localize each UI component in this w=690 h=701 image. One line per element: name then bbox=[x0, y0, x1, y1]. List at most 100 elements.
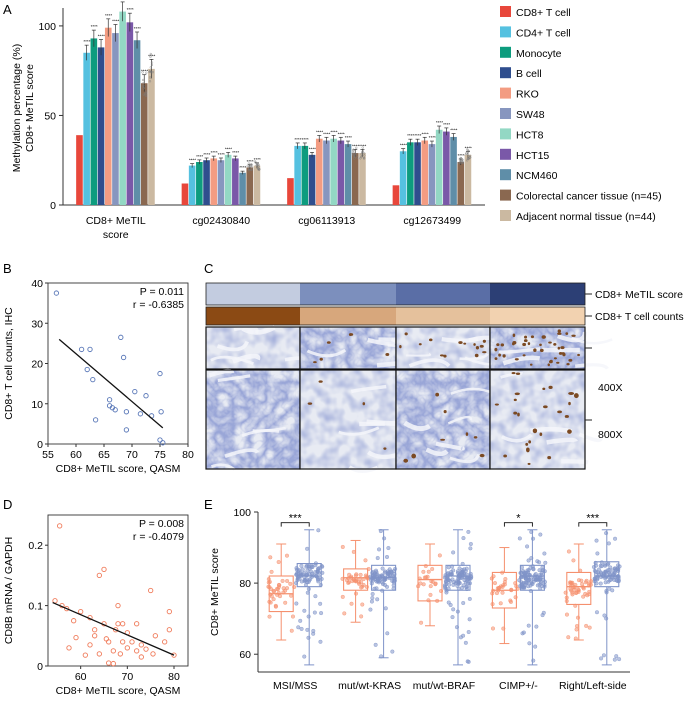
sample-point bbox=[460, 159, 463, 162]
lumen-stroke bbox=[459, 352, 489, 361]
sample-point bbox=[148, 76, 152, 79]
cd8-positive-cell bbox=[543, 405, 548, 409]
box-point bbox=[294, 571, 299, 576]
box-point bbox=[369, 599, 374, 604]
box-point bbox=[391, 573, 396, 578]
magnification-400x: 400X bbox=[598, 382, 623, 394]
box-point bbox=[390, 649, 395, 654]
sample-point bbox=[458, 159, 462, 163]
cd8-positive-cell bbox=[556, 361, 560, 364]
box-point bbox=[599, 560, 604, 565]
box-point bbox=[528, 583, 533, 588]
box-point bbox=[450, 615, 455, 620]
data-point bbox=[106, 660, 112, 666]
panel-label-a: A bbox=[3, 2, 12, 17]
lumen-stroke bbox=[306, 348, 347, 358]
cd8-positive-cell bbox=[511, 372, 516, 375]
bar-colorectal-cancer-tissue-n-45- bbox=[351, 153, 359, 205]
box-point bbox=[455, 609, 460, 614]
bar-rko bbox=[315, 138, 323, 205]
heatmap-cd8-metil-score bbox=[205, 282, 592, 306]
box-point bbox=[364, 584, 369, 589]
box-point bbox=[452, 580, 457, 585]
cd8-positive-cell bbox=[479, 453, 485, 458]
box-point bbox=[380, 588, 385, 593]
box-point bbox=[382, 578, 387, 583]
box-point bbox=[513, 595, 518, 600]
row-label-t-cell-counts: CD8+ T cell counts bbox=[595, 311, 684, 323]
legend-label: NCM460 bbox=[516, 170, 558, 182]
box-point bbox=[269, 594, 274, 599]
box-point bbox=[466, 529, 471, 534]
significance-marker: **** bbox=[127, 7, 134, 12]
heat-cell-score bbox=[396, 283, 490, 305]
cd8-positive-cell bbox=[568, 358, 573, 362]
box-point bbox=[604, 590, 609, 595]
box-point bbox=[589, 579, 594, 584]
significance-marker: **** bbox=[148, 53, 155, 58]
significance-marker: **** bbox=[246, 159, 253, 164]
box-point bbox=[377, 547, 382, 552]
box-point bbox=[387, 567, 392, 572]
box-point bbox=[459, 570, 464, 575]
box-point bbox=[564, 612, 569, 617]
data-point bbox=[92, 417, 99, 423]
data-point bbox=[152, 633, 158, 639]
x-category-label: score bbox=[103, 229, 129, 241]
significance-marker: **** bbox=[189, 158, 196, 163]
bar-cd4-t-cell bbox=[188, 165, 196, 205]
cd8-positive-cell bbox=[435, 392, 440, 397]
box-point bbox=[599, 564, 604, 569]
box-point bbox=[382, 570, 387, 575]
data-point bbox=[57, 523, 63, 529]
box-point bbox=[532, 573, 537, 578]
box-point bbox=[460, 561, 465, 566]
box-point bbox=[585, 593, 590, 598]
box-point bbox=[490, 602, 495, 607]
box-point bbox=[533, 644, 538, 649]
bar-cd4-t-cell bbox=[83, 52, 90, 205]
heat-cell-counts bbox=[490, 307, 585, 325]
box-point bbox=[542, 551, 547, 556]
x-tick-label: 75 bbox=[154, 449, 166, 461]
sample-point bbox=[144, 94, 148, 97]
cd8-positive-cell bbox=[439, 354, 445, 357]
significance-marker: **** bbox=[91, 24, 98, 29]
stat-label: P = 0.011 bbox=[140, 286, 184, 298]
box-point bbox=[527, 641, 532, 646]
sample-point bbox=[141, 78, 145, 82]
x-axis-title: CD8+ MeTIL score, QASM bbox=[56, 685, 181, 697]
box-point bbox=[528, 573, 533, 578]
box-point bbox=[574, 627, 579, 632]
box-point bbox=[541, 610, 546, 615]
data-point bbox=[157, 370, 163, 377]
cd8-positive-cell bbox=[522, 354, 526, 357]
box-point bbox=[267, 614, 272, 619]
data-point bbox=[148, 587, 154, 594]
data-point bbox=[115, 621, 121, 627]
sample-point bbox=[363, 156, 366, 160]
cd8-positive-cell bbox=[498, 353, 501, 357]
box-point bbox=[613, 566, 618, 571]
significance-marker: **** bbox=[239, 165, 246, 170]
significance-label: * bbox=[516, 513, 521, 525]
significance-marker: **** bbox=[457, 153, 464, 158]
y-tick-label: 0 bbox=[50, 200, 56, 212]
data-point bbox=[120, 639, 126, 645]
significance-marker: **** bbox=[323, 131, 330, 136]
box-point bbox=[357, 581, 362, 586]
box-point bbox=[310, 565, 315, 570]
cd8-positive-cell bbox=[502, 354, 506, 358]
box-point bbox=[495, 586, 500, 591]
box-point bbox=[294, 601, 299, 606]
box-point bbox=[316, 579, 321, 584]
significance-marker: **** bbox=[316, 129, 323, 134]
cd8-positive-cell bbox=[564, 414, 569, 418]
box-point bbox=[599, 571, 604, 576]
significance-marker: **** bbox=[352, 143, 359, 148]
y-tick-label: 80 bbox=[239, 578, 251, 590]
box-point bbox=[277, 594, 282, 599]
legend-label: B cell bbox=[516, 68, 542, 80]
box-point bbox=[370, 592, 375, 597]
cd8-positive-cell bbox=[473, 343, 476, 346]
